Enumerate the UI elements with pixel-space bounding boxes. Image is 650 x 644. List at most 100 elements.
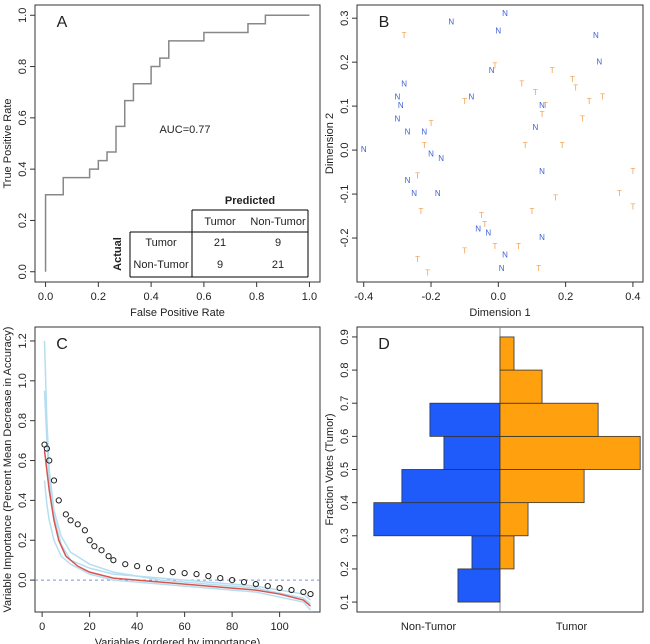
panel-label: B xyxy=(379,14,390,31)
point-marker: T xyxy=(530,207,535,216)
plot-frame xyxy=(34,4,321,283)
point-marker: T xyxy=(573,84,578,93)
x-tick-label: 0.6 xyxy=(196,291,211,303)
point-marker: N xyxy=(405,128,411,137)
series-line xyxy=(43,340,311,605)
point-marker: T xyxy=(553,194,558,203)
y-tick-label: 0.4 xyxy=(339,495,351,510)
y-axis-label: True Positive Rate xyxy=(2,98,14,188)
point-marker: T xyxy=(516,242,521,251)
point xyxy=(205,573,212,580)
plot-frame xyxy=(34,326,321,613)
point-marker: T xyxy=(536,264,541,273)
point xyxy=(264,582,271,590)
bar xyxy=(443,435,501,470)
point xyxy=(105,553,112,560)
x-tick-label: -0.2 xyxy=(422,291,441,303)
point-marker: N xyxy=(539,101,545,110)
point-marker: N xyxy=(411,189,417,198)
point-marker: N xyxy=(502,9,508,18)
y-tick-label: 0.2 xyxy=(339,561,351,576)
point xyxy=(217,575,224,582)
y-tick-label: 0.7 xyxy=(339,396,351,411)
y-tick-label: 0.2 xyxy=(339,55,351,70)
y-tick-label: 1.2 xyxy=(17,333,29,348)
confusion-table xyxy=(129,209,309,278)
point-marker: N xyxy=(593,31,599,40)
point-marker: N xyxy=(539,167,545,176)
point xyxy=(91,543,98,550)
point-marker: T xyxy=(422,141,427,150)
series-line xyxy=(44,14,310,272)
y-tick-label: 0.4 xyxy=(17,161,29,176)
point-marker: N xyxy=(485,229,491,238)
y-tick-label: 0.8 xyxy=(17,413,29,428)
point xyxy=(229,577,236,584)
point-marker: T xyxy=(580,114,585,123)
x-tick-label: 0.4 xyxy=(625,291,640,303)
table-cell: 21 xyxy=(272,259,284,271)
y-tick-label: 1.0 xyxy=(17,8,29,23)
point-marker: N xyxy=(394,92,400,101)
x-tick-label: 0.8 xyxy=(249,291,264,303)
y-axis-label: Fraction Votes (Tumor) xyxy=(324,413,336,525)
y-tick-label: 0.2 xyxy=(17,533,29,548)
bar xyxy=(499,469,585,504)
bar xyxy=(499,435,641,470)
y-tick-label: 0.3 xyxy=(339,528,351,543)
table-column: Tumor xyxy=(204,216,236,228)
point-marker: T xyxy=(523,141,528,150)
series-line xyxy=(43,390,311,601)
point-marker: T xyxy=(519,79,524,88)
point xyxy=(300,588,307,596)
point-marker: N xyxy=(489,66,495,75)
point xyxy=(46,457,53,464)
category-label: Non-Tumor xyxy=(401,621,457,633)
y-tick-label: -0.2 xyxy=(339,229,351,248)
point xyxy=(81,527,88,534)
x-tick-label: 0 xyxy=(39,621,45,633)
point-marker: T xyxy=(543,101,548,110)
point-marker: T xyxy=(587,97,592,106)
point-marker: T xyxy=(462,246,467,255)
y-tick-label: 0.1 xyxy=(339,98,351,113)
y-tick-label: 0.5 xyxy=(339,462,351,477)
point xyxy=(193,571,200,578)
annotation: AUC=0.77 xyxy=(159,124,210,136)
y-tick-label: 0.1 xyxy=(339,594,351,609)
table-column: Non-Tumor xyxy=(250,216,306,228)
bar xyxy=(429,402,501,437)
point-marker: T xyxy=(630,167,635,176)
point-marker: T xyxy=(429,119,434,128)
point xyxy=(86,537,93,544)
point-marker: T xyxy=(540,110,545,119)
point-marker: T xyxy=(630,202,635,211)
y-axis-label: Variable Importance (Percent Mean Decrea… xyxy=(2,327,14,613)
point-marker: N xyxy=(495,26,501,35)
point-marker: T xyxy=(493,242,498,251)
table-cell: 9 xyxy=(217,259,223,271)
point-marker: T xyxy=(533,88,538,97)
bar xyxy=(499,369,543,404)
y-tick-label: 0.0 xyxy=(339,142,351,157)
bar xyxy=(499,336,515,371)
bar xyxy=(401,469,501,504)
series-line xyxy=(43,450,311,607)
point xyxy=(252,580,259,588)
point-marker: T xyxy=(617,189,622,198)
point-marker: T xyxy=(600,92,605,101)
point-marker: T xyxy=(462,97,467,106)
point-marker: N xyxy=(401,79,407,88)
point-marker: T xyxy=(482,220,487,229)
y-tick-label: 0.6 xyxy=(17,453,29,468)
point-marker: N xyxy=(398,101,404,110)
y-tick-label: 1.0 xyxy=(17,373,29,388)
point xyxy=(288,586,295,594)
panel-label: D xyxy=(378,336,390,353)
point-marker: N xyxy=(438,154,444,163)
point-marker: N xyxy=(499,264,505,273)
point-marker: T xyxy=(479,211,484,220)
point xyxy=(307,590,314,598)
bar xyxy=(373,502,501,537)
